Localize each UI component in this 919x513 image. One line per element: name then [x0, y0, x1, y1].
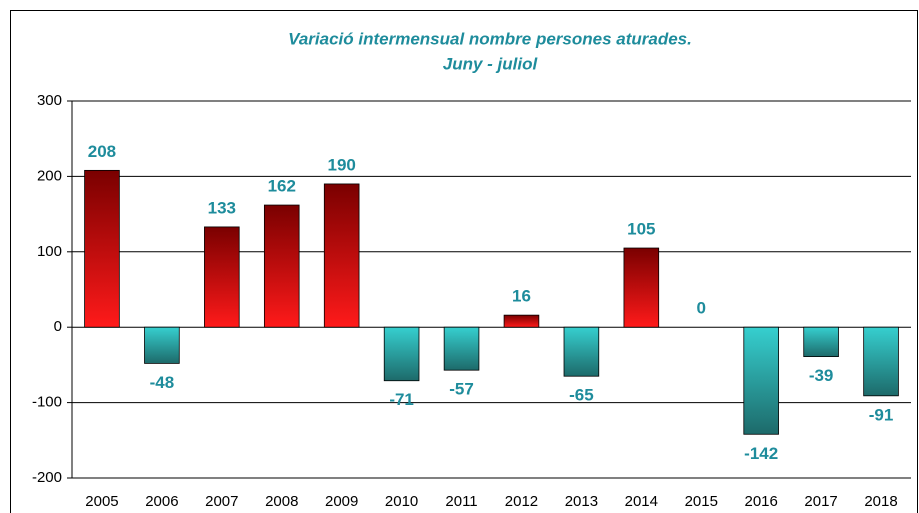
x-tick-label: 2006 [145, 493, 178, 510]
x-tick-label: 2018 [864, 493, 897, 510]
value-label: -39 [809, 366, 834, 385]
value-label: -48 [150, 373, 175, 392]
x-tick-label: 2015 [685, 493, 718, 510]
value-label: 0 [697, 299, 706, 318]
y-tick-label: -100 [32, 394, 62, 411]
bar [144, 326, 180, 364]
chart-title: Variació intermensual nombre persones at… [288, 29, 692, 48]
x-tick-label: 2014 [625, 493, 658, 510]
bar [323, 183, 360, 328]
value-label: -65 [569, 386, 594, 405]
value-label: -57 [449, 380, 474, 399]
x-tick-label: 2007 [205, 493, 238, 510]
x-tick-label: 2013 [565, 493, 598, 510]
y-tick-label: 300 [37, 92, 62, 109]
x-tick-label: 2016 [744, 493, 777, 510]
x-tick-label: 2017 [804, 493, 837, 510]
value-label: 133 [208, 198, 236, 217]
chart-subtitle: Juny - juliol [443, 54, 539, 73]
x-tick-label: 2010 [385, 493, 418, 510]
bar [563, 326, 600, 377]
bar [443, 326, 480, 371]
value-label: -142 [744, 444, 778, 463]
bar [623, 247, 660, 328]
x-tick-label: 2008 [265, 493, 298, 510]
y-tick-label: 0 [54, 318, 62, 335]
value-label: 190 [327, 155, 355, 174]
bar [263, 204, 300, 328]
x-tick-label: 2005 [85, 493, 118, 510]
bar [503, 314, 540, 328]
value-label: 162 [268, 177, 296, 196]
value-label: 105 [627, 220, 655, 239]
value-label: -91 [869, 405, 894, 424]
bar [803, 326, 839, 358]
bar [863, 326, 899, 397]
y-tick-label: 100 [37, 243, 62, 260]
x-tick-label: 2011 [445, 493, 477, 510]
x-tick-label: 2012 [505, 493, 538, 510]
bar [204, 226, 240, 328]
bar [743, 326, 779, 435]
value-label: 16 [512, 287, 531, 306]
bar [383, 326, 420, 382]
value-label: 208 [88, 142, 116, 161]
x-tick-label: 2009 [325, 493, 358, 510]
y-tick-label: -200 [32, 469, 62, 486]
bar [84, 169, 120, 328]
value-label: -71 [389, 390, 414, 409]
y-tick-label: 200 [37, 167, 62, 184]
chart-border [10, 10, 918, 513]
